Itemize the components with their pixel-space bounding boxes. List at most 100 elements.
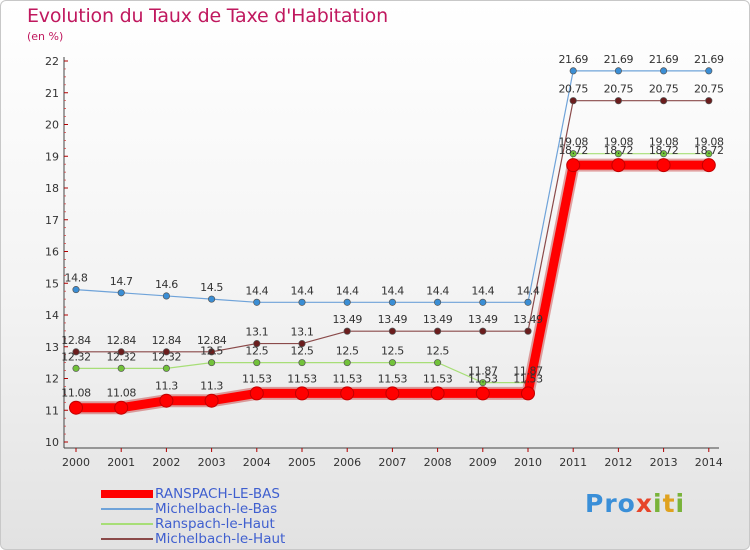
data-point xyxy=(566,158,581,173)
data-label: 12.5 xyxy=(291,345,314,358)
data-label: 11.53 xyxy=(242,372,272,385)
legend-label: Michelbach-le-Bas xyxy=(155,501,278,517)
data-label: 11.53 xyxy=(287,372,317,385)
data-point xyxy=(162,364,170,372)
data-point xyxy=(72,348,80,356)
data-label: 13.49 xyxy=(423,313,453,326)
data-label: 11.87 xyxy=(468,365,498,378)
y-tick-label: 18 xyxy=(45,182,59,195)
data-point xyxy=(660,97,668,105)
data-label: 13.49 xyxy=(513,313,543,326)
data-point xyxy=(385,386,400,401)
y-tick-label: 17 xyxy=(45,214,59,227)
data-label: 14.4 xyxy=(291,284,314,297)
chart-title: Evolution du Taux de Taxe d'Habitation xyxy=(27,5,388,27)
data-label: 13.1 xyxy=(245,326,268,339)
data-point xyxy=(208,348,216,356)
data-label: 13.49 xyxy=(468,313,498,326)
data-label: 13.49 xyxy=(332,313,362,326)
data-point xyxy=(614,150,622,158)
data-label: 14.5 xyxy=(200,281,223,294)
y-tick-label: 14 xyxy=(45,309,59,322)
data-label: 12.84 xyxy=(197,334,227,347)
chart-unit: (en %) xyxy=(27,30,64,43)
data-point xyxy=(253,359,261,367)
data-point xyxy=(388,327,396,335)
data-point xyxy=(253,298,261,306)
data-label: 20.75 xyxy=(694,83,724,96)
data-label: 11.53 xyxy=(332,372,362,385)
data-point xyxy=(162,348,170,356)
data-point xyxy=(701,158,716,173)
data-label: 12.5 xyxy=(381,345,404,358)
x-tick-label: 2008 xyxy=(424,456,452,469)
data-label: 12.5 xyxy=(245,345,268,358)
data-point xyxy=(705,97,713,105)
data-point xyxy=(295,386,309,401)
data-label: 11.53 xyxy=(423,372,453,385)
data-point xyxy=(656,158,671,173)
data-point xyxy=(524,327,532,335)
y-tick-label: 21 xyxy=(45,87,59,100)
data-label: 13.49 xyxy=(378,313,408,326)
data-label: 19.08 xyxy=(558,136,588,149)
data-label: 14.8 xyxy=(65,272,88,285)
data-label: 21.69 xyxy=(604,53,634,66)
x-tick-label: 2003 xyxy=(198,456,226,469)
data-label: 14.4 xyxy=(426,284,449,297)
data-label: 21.69 xyxy=(649,53,679,66)
data-point xyxy=(569,67,577,75)
data-point xyxy=(434,327,442,335)
data-point xyxy=(343,298,351,306)
data-label: 12.84 xyxy=(152,334,182,347)
data-point xyxy=(298,298,306,306)
data-label: 21.69 xyxy=(694,53,724,66)
data-point xyxy=(479,327,487,335)
x-tick-label: 2004 xyxy=(243,456,271,469)
data-point xyxy=(162,292,170,300)
data-label: 11.53 xyxy=(513,372,543,385)
data-label: 20.75 xyxy=(649,83,679,96)
y-tick-label: 10 xyxy=(45,436,59,449)
data-point xyxy=(430,386,445,401)
legend-label: Ranspach-le-Haut xyxy=(155,516,275,532)
data-point xyxy=(72,364,80,372)
x-tick-label: 2005 xyxy=(288,456,316,469)
data-point xyxy=(117,364,125,372)
data-point xyxy=(343,359,351,367)
data-point xyxy=(204,393,219,408)
legend-swatch xyxy=(101,523,153,525)
x-tick-label: 2014 xyxy=(695,456,723,469)
data-point xyxy=(705,150,713,158)
legend-swatch xyxy=(101,490,153,498)
data-label: 11.53 xyxy=(378,372,408,385)
data-label: 20.75 xyxy=(604,83,634,96)
x-tick-label: 2011 xyxy=(559,456,587,469)
data-label: 11.3 xyxy=(155,380,178,393)
x-tick-label: 2013 xyxy=(650,456,678,469)
data-point xyxy=(611,158,626,173)
data-label: 20.75 xyxy=(558,83,588,96)
data-point xyxy=(114,400,129,415)
data-point xyxy=(298,340,306,348)
data-point xyxy=(660,67,668,75)
data-point xyxy=(340,386,355,401)
data-point xyxy=(69,400,83,415)
data-label: 13.1 xyxy=(291,326,314,339)
data-label: 18.72 xyxy=(694,144,724,157)
y-tick-label: 12 xyxy=(45,373,59,386)
data-point xyxy=(660,150,668,158)
y-tick-label: 15 xyxy=(45,277,59,290)
data-label: 11.08 xyxy=(61,387,91,400)
data-point xyxy=(479,298,487,306)
data-label: 12.32 xyxy=(152,350,182,363)
y-tick-label: 22 xyxy=(45,55,59,68)
data-point xyxy=(249,386,264,401)
data-label: 14.7 xyxy=(110,275,133,288)
data-label: 12.84 xyxy=(61,334,91,347)
data-point xyxy=(569,97,577,105)
y-tick-label: 13 xyxy=(45,341,59,354)
data-label: 19.08 xyxy=(649,136,679,149)
data-label: 19.08 xyxy=(694,136,724,149)
